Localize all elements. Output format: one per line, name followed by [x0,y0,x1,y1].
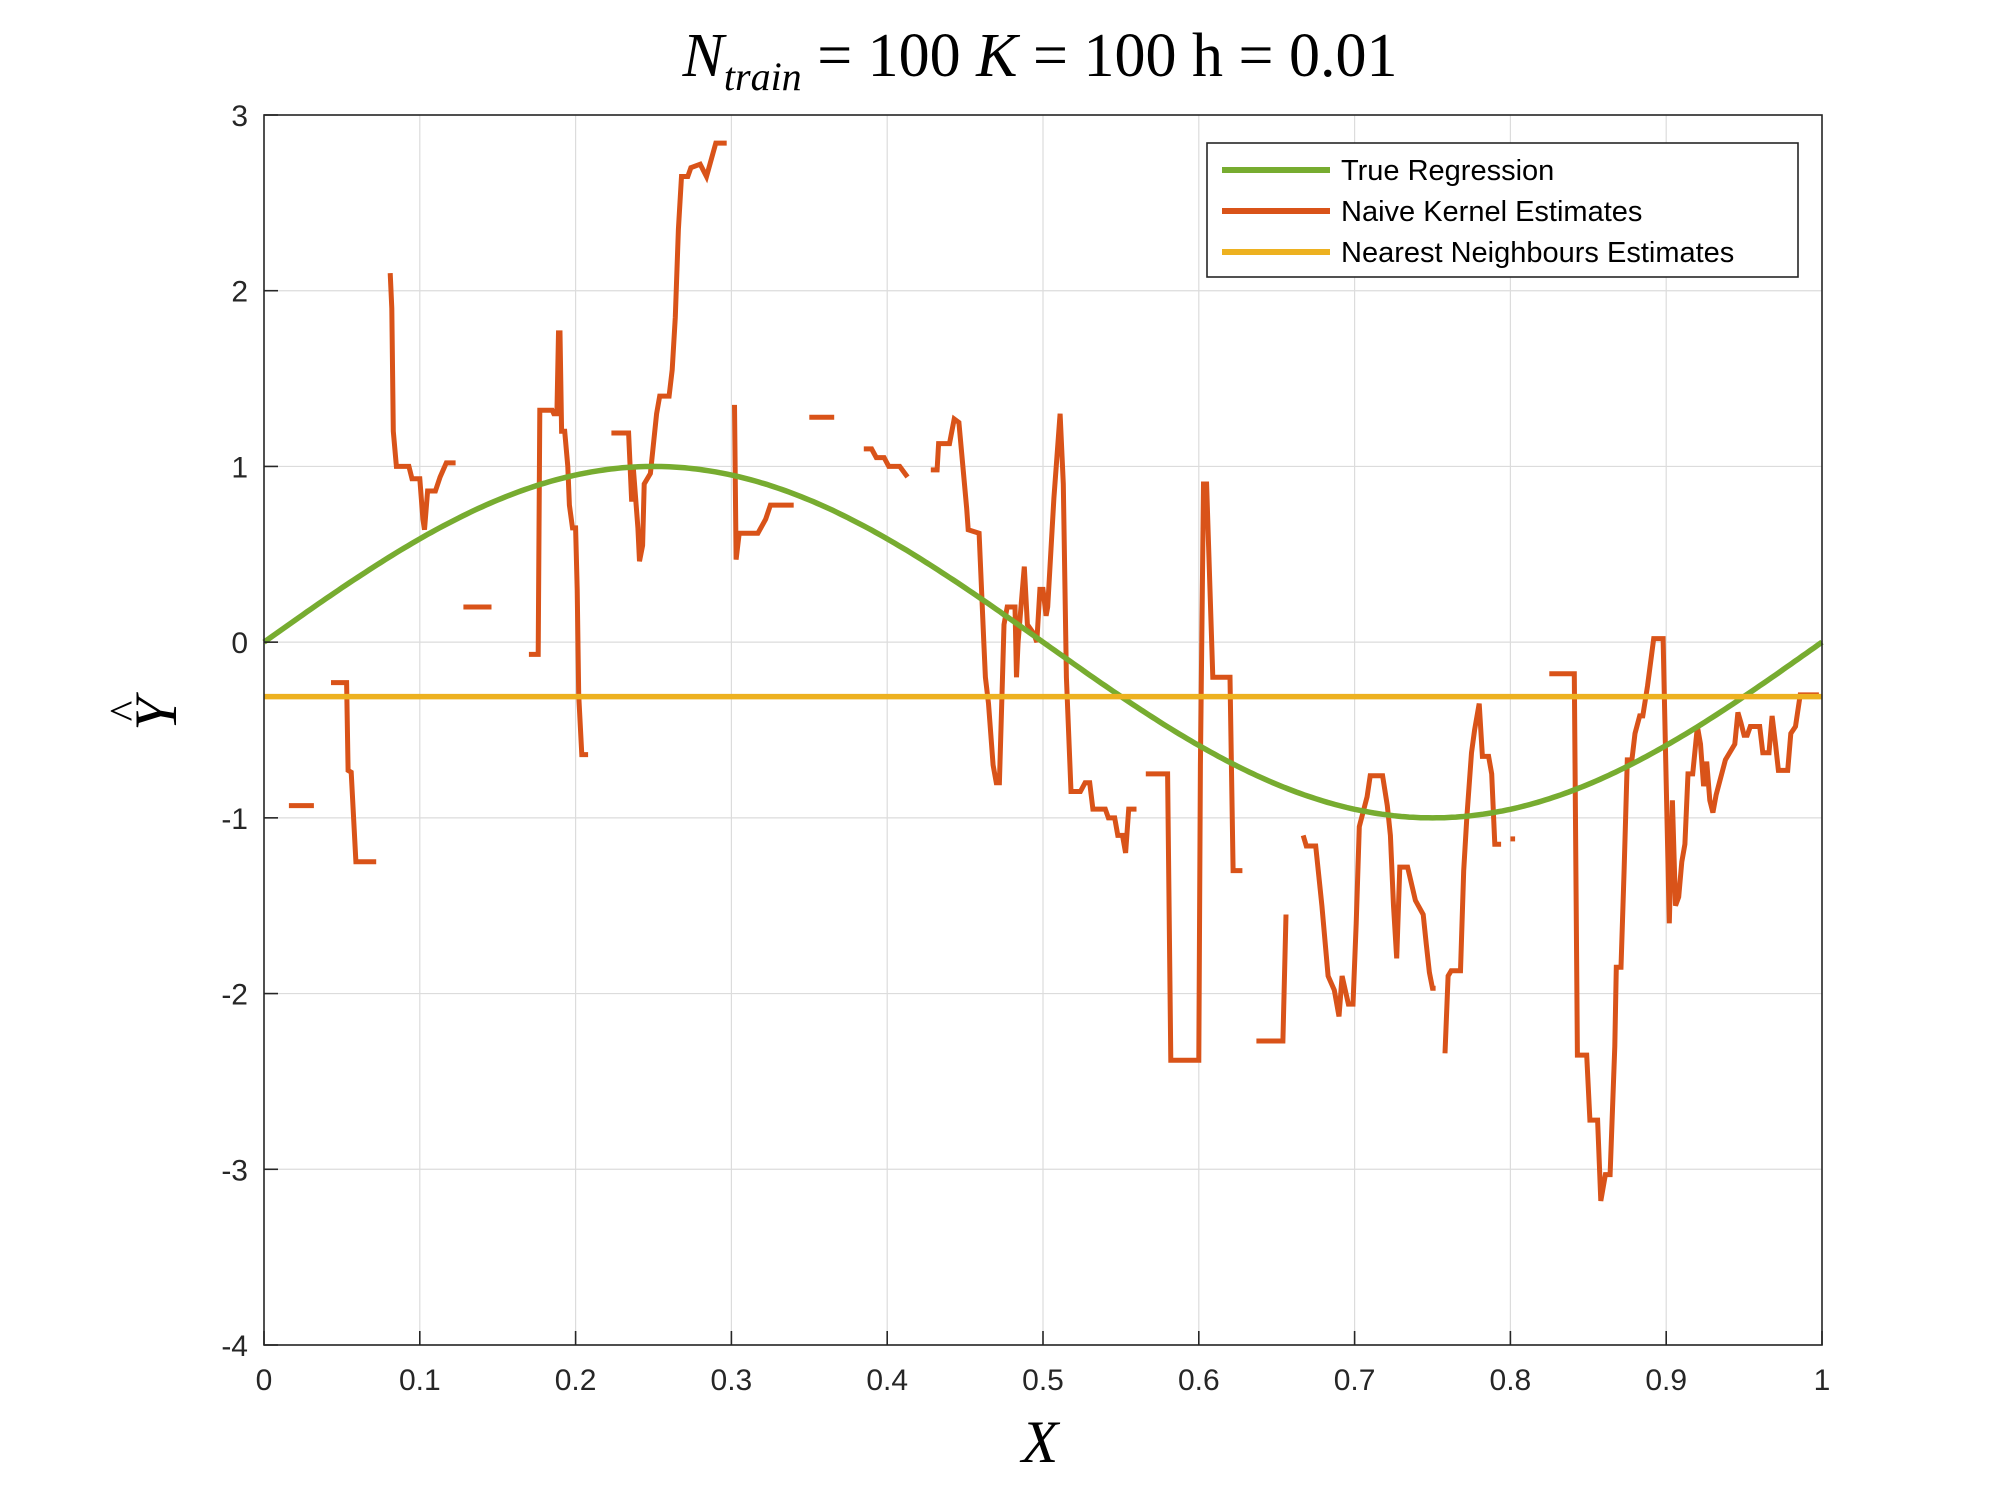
title-n-symbol: N [682,22,728,90]
x-tick-label: 0.5 [1022,1364,1064,1397]
legend: True Regression Naive Kernel Estimates N… [1206,142,1799,278]
x-tick-label: 0.4 [866,1364,908,1397]
plot-series [262,140,1824,1202]
naive-kernel-segment-5 [611,140,727,562]
chart-title: Ntrain = 100 K = 100 h = 0.01 [682,22,1398,99]
x-axis-label: X [1020,1409,1061,1475]
ticks [263,114,1823,1346]
x-tick-label: 1 [1814,1364,1831,1397]
naive-kernel-segment-1 [331,680,377,865]
legend-label-nearest-neighbours: Nearest Neighbours Estimates [1341,237,1734,269]
y-tick-label: 2 [231,276,248,309]
naive-kernel-segment-2 [387,272,456,531]
grid [263,114,1823,1346]
y-tick-label: -2 [221,979,248,1012]
x-tick-label: 0 [256,1364,273,1397]
naive-kernel-segment-15 [1549,636,1819,1202]
x-tick-label: 0.3 [711,1364,753,1397]
y-axis-label: Y ^ [101,692,189,731]
x-tick-label: 0.1 [399,1364,441,1397]
naive-kernel-segment-9 [930,413,1137,854]
title-k-symbol: K [975,22,1021,90]
x-tick-label: 0.7 [1334,1364,1376,1397]
naive-kernel-segment-4 [528,330,589,758]
title-n-subscript: train [724,54,802,99]
true-regression-line [262,463,1824,821]
y-axis-label-hat: ^ [101,700,150,721]
legend-label-naive-kernel: Naive Kernel Estimates [1341,196,1642,228]
naive-kernel-segment-11 [1256,914,1289,1044]
title-eq1: = 100 [802,22,976,90]
y-tick-label: -4 [221,1330,248,1363]
y-tick-label: 1 [231,451,248,484]
naive-kernel-segment-6 [732,404,794,560]
title-eq2: = 100 h = 0.01 [1018,22,1398,90]
x-tick-label: 0.9 [1645,1364,1687,1397]
x-tick-label: 0.8 [1490,1364,1532,1397]
y-tick-labels: -4 -3 -2 -1 0 1 2 3 [221,100,248,1363]
y-tick-label: -1 [221,803,248,836]
naive-kernel-segment-10 [1145,481,1243,1063]
x-tick-label: 0.6 [1178,1364,1220,1397]
naive-kernel-segment-12 [1300,773,1436,1017]
y-tick-label: 3 [231,100,248,133]
x-tick-labels: 0 0.1 0.2 0.3 0.4 0.5 0.6 0.7 0.8 0.9 1 [256,1364,1831,1397]
y-tick-label: -3 [221,1154,248,1187]
y-tick-label: 0 [231,627,248,660]
y-axis-label-base: Y [123,692,189,731]
legend-label-true-regression: True Regression [1341,155,1554,187]
x-tick-label: 0.2 [555,1364,597,1397]
naive-kernel-segment-13 [1442,703,1502,1054]
naive-kernel-segment-8 [863,446,910,479]
